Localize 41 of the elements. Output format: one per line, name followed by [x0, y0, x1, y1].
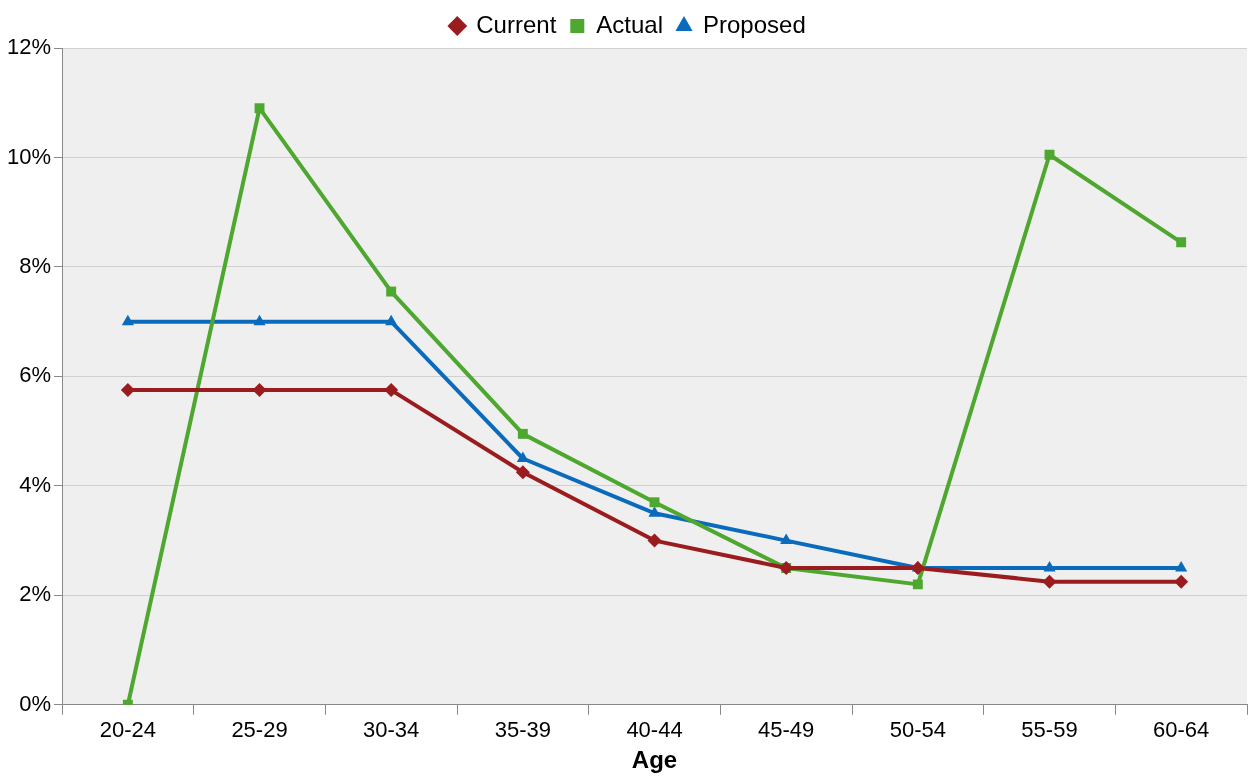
y-tick-label: 4% — [19, 471, 52, 497]
x-tick-label: 60-64 — [1153, 717, 1210, 743]
x-tick-label: 55-59 — [1021, 717, 1078, 743]
y-tick-label: 0% — [19, 690, 52, 716]
x-tick-label: 45-49 — [758, 717, 815, 743]
point — [649, 497, 660, 508]
x-tick-label: 20-24 — [99, 717, 156, 743]
point — [515, 465, 530, 480]
point — [121, 314, 134, 326]
point — [120, 383, 135, 398]
y-tick-label: 10% — [6, 143, 52, 169]
x-tick-label: 50-54 — [889, 717, 946, 743]
point — [1044, 149, 1055, 160]
point — [1175, 560, 1188, 572]
y-tick-label: 6% — [19, 362, 52, 388]
x-axis-title: Age — [631, 746, 678, 774]
point — [252, 383, 267, 398]
point — [385, 314, 398, 326]
y-tick-label: 8% — [19, 253, 52, 278]
x-tick-label: 30-34 — [363, 717, 420, 743]
point — [780, 533, 793, 545]
point — [1174, 574, 1189, 589]
x-tick-label: 35-39 — [494, 717, 551, 743]
point — [253, 314, 266, 326]
x-tick-label: 25-29 — [231, 717, 288, 743]
legend-label: Proposed — [703, 10, 806, 38]
point — [1042, 574, 1057, 589]
point — [1043, 560, 1056, 572]
point — [384, 383, 399, 398]
y-tick-label: 12% — [6, 34, 52, 60]
point — [912, 579, 923, 590]
point — [647, 533, 662, 548]
point — [254, 103, 265, 114]
x-tick-label: 40-44 — [626, 717, 683, 743]
point — [1176, 237, 1187, 248]
point — [517, 428, 528, 439]
point — [648, 506, 661, 517]
point — [386, 286, 397, 297]
y-tick-label: 2% — [19, 581, 52, 607]
legend-label: Actual — [596, 10, 663, 38]
legend-label: Current — [476, 10, 557, 38]
